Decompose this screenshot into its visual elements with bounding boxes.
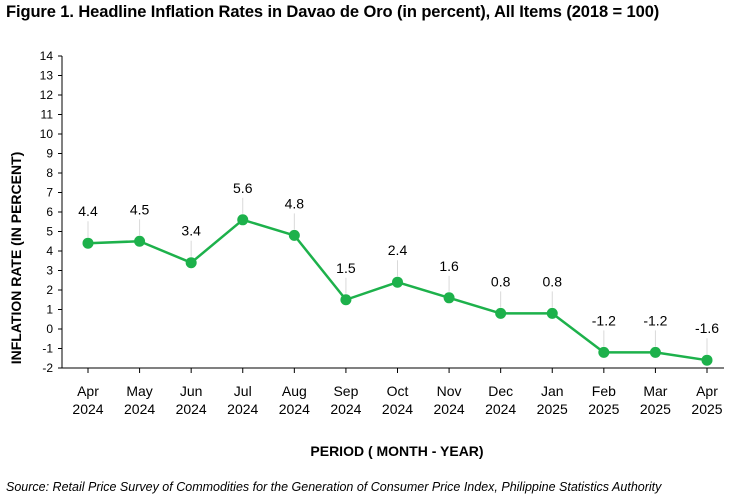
x-axis-label: PERIOD ( MONTH - YEAR) — [310, 443, 483, 459]
data-point — [340, 294, 352, 306]
source-note: Source: Retail Price Survey of Commoditi… — [6, 480, 662, 494]
y-tick-label: 12 — [40, 88, 54, 102]
data-label: 1.5 — [336, 260, 356, 276]
x-tick-label-month: Jun — [180, 383, 203, 399]
data-point — [134, 235, 146, 247]
data-point — [82, 237, 94, 249]
x-tick-label-month: Feb — [592, 383, 616, 399]
data-point — [598, 346, 610, 358]
data-point — [392, 276, 403, 288]
x-tick-label-year: 2024 — [330, 401, 361, 417]
x-tick-label-year: 2025 — [691, 401, 722, 417]
y-tick-label: 14 — [40, 49, 54, 63]
data-label: 4.4 — [78, 203, 98, 219]
x-tick-label-month: Dec — [488, 383, 513, 399]
chart-title: Figure 1. Headline Inflation Rates in Da… — [6, 3, 660, 21]
y-tick-label: 5 — [46, 225, 53, 239]
x-tick-label-year: 2024 — [434, 401, 465, 417]
y-tick-label: 0 — [46, 322, 53, 336]
x-tick-label-year: 2024 — [227, 401, 258, 417]
x-tick-label-year: 2024 — [485, 401, 516, 417]
y-tick-label: 6 — [46, 205, 53, 219]
x-tick-label-month: Oct — [387, 383, 409, 399]
y-axis-label: INFLATION RATE (IN PERCENT) — [8, 152, 24, 365]
data-label: 4.8 — [285, 195, 305, 211]
data-point — [288, 229, 300, 241]
x-tick-label-month: Sep — [333, 383, 358, 399]
data-label: 0.8 — [543, 273, 563, 289]
x-tick-label-year: 2024 — [124, 401, 155, 417]
y-tick-label: 2 — [46, 283, 53, 297]
x-tick-label-month: Jan — [541, 383, 564, 399]
x-tick-label-month: Apr — [77, 383, 99, 399]
y-tick-label: -1 — [42, 342, 53, 356]
data-point — [546, 307, 558, 319]
data-points — [82, 214, 713, 366]
x-tick-label-month: Apr — [696, 383, 718, 399]
data-point — [185, 257, 197, 269]
data-label: -1.2 — [592, 312, 616, 328]
axes: -2-101234567891011121314Apr2024May2024Ju… — [40, 49, 724, 417]
data-point — [495, 307, 507, 319]
inflation-line — [87, 218, 708, 362]
y-tick-label: 13 — [40, 69, 54, 83]
x-tick-label-month: Nov — [437, 383, 462, 399]
x-tick-label-year: 2025 — [537, 401, 568, 417]
y-tick-label: 11 — [41, 108, 54, 122]
x-tick-label-year: 2024 — [72, 401, 103, 417]
data-label: 2.4 — [388, 242, 408, 258]
data-point — [443, 292, 455, 304]
x-tick-label-year: 2024 — [279, 401, 310, 417]
x-tick-label-month: Aug — [282, 383, 307, 399]
data-label: -1.2 — [643, 312, 667, 328]
data-label: 1.6 — [439, 258, 459, 274]
x-tick-label-year: 2025 — [640, 401, 671, 417]
data-label: 3.4 — [181, 223, 201, 239]
series-line — [87, 218, 708, 362]
data-label: 0.8 — [491, 273, 511, 289]
data-point — [649, 346, 661, 358]
y-tick-label: 8 — [46, 166, 53, 180]
data-label: 5.6 — [233, 180, 253, 196]
x-tick-label-month: Jul — [234, 383, 252, 399]
x-tick-label-year: 2024 — [382, 401, 413, 417]
data-label: -1.6 — [695, 320, 719, 336]
data-label-leaders — [87, 197, 708, 355]
x-tick-label-year: 2025 — [588, 401, 619, 417]
y-tick-label: -2 — [42, 361, 53, 375]
y-tick-label: 3 — [46, 264, 53, 278]
data-labels: 4.4 4.5 3.4 5.6 4.8 1.5 2.4 1.6 0.8 0.8 -1.2 -1.2 -1… — [78, 180, 719, 336]
data-label: 4.5 — [130, 201, 150, 217]
y-tick-label: 10 — [40, 127, 54, 141]
x-tick-label-month: May — [126, 383, 152, 399]
x-tick-label-month: Mar — [643, 383, 667, 399]
y-tick-label: 4 — [46, 244, 53, 258]
data-point — [237, 214, 249, 226]
y-tick-label: 7 — [46, 186, 53, 200]
y-tick-label: 9 — [46, 147, 53, 161]
y-tick-label: 1 — [46, 303, 53, 317]
x-tick-label-year: 2024 — [176, 401, 207, 417]
data-point — [701, 354, 713, 366]
